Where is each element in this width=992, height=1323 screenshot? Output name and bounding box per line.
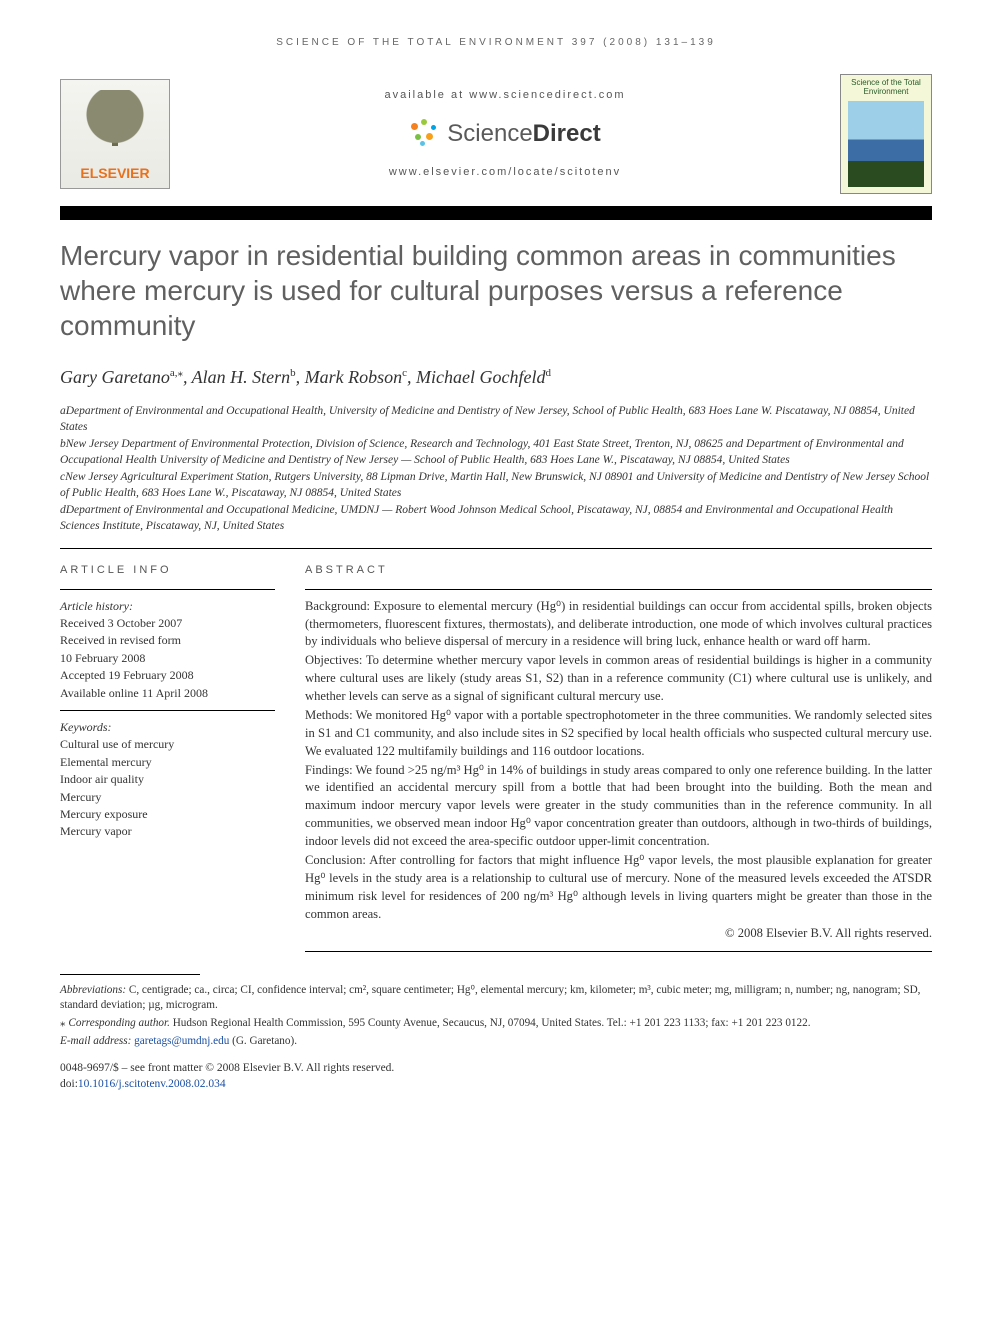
available-at-text: available at www.sciencedirect.com — [384, 88, 625, 103]
abstract-paragraph: Methods: We monitored Hg⁰ vapor with a p… — [305, 707, 932, 761]
header-center: available at www.sciencedirect.com Scien… — [384, 88, 625, 180]
author: Gary Garetanoa,⁎ — [60, 367, 183, 387]
history-line: Received 3 October 2007 — [60, 615, 275, 632]
history-line: Received in revised form — [60, 632, 275, 649]
author: Alan H. Sternb — [192, 367, 296, 387]
title-top-bar — [60, 206, 932, 220]
author: Mark Robsonc — [305, 367, 407, 387]
corresponding-author-footnote: ⁎ Corresponding author. Hudson Regional … — [60, 1016, 932, 1031]
affiliations: aDepartment of Environmental and Occupat… — [60, 404, 932, 534]
info-rule — [60, 589, 275, 590]
journal-cover-image — [848, 101, 924, 187]
email-label: E-mail address: — [60, 1035, 131, 1047]
keyword: Cultural use of mercury — [60, 736, 275, 753]
abstract-paragraph: Objectives: To determine whether mercury… — [305, 652, 932, 706]
corresponding-label: Corresponding author. — [66, 1017, 170, 1029]
keyword: Mercury exposure — [60, 806, 275, 823]
abstract-bottom-rule — [305, 951, 932, 952]
abstract-heading: ABSTRACT — [305, 563, 932, 578]
authors-line: Gary Garetanoa,⁎, Alan H. Sternb, Mark R… — [60, 365, 932, 390]
locate-url: www.elsevier.com/locate/scitotenv — [384, 165, 625, 180]
email-link[interactable]: garetags@umdnj.edu — [134, 1035, 229, 1047]
article-info-heading: ARTICLE INFO — [60, 563, 275, 578]
running-head: SCIENCE OF THE TOTAL ENVIRONMENT 397 (20… — [60, 36, 932, 50]
journal-cover-title: Science of the Total Environment — [841, 75, 931, 99]
sciencedirect-swirl-icon — [409, 119, 439, 149]
two-column-layout: ARTICLE INFO Article history: Received 3… — [60, 563, 932, 960]
elsevier-logo: ELSEVIER — [60, 79, 170, 189]
keyword: Indoor air quality — [60, 771, 275, 788]
sciencedirect-name: ScienceDirect — [447, 117, 600, 151]
abbreviations-label: Abbreviations: — [60, 984, 126, 996]
corresponding-text: Hudson Regional Health Commission, 595 C… — [170, 1017, 811, 1029]
keywords-label: Keywords: — [60, 719, 275, 736]
elsevier-tree-icon — [80, 90, 150, 160]
history-line: Accepted 19 February 2008 — [60, 667, 275, 684]
abstract-column: ABSTRACT Background: Exposure to element… — [305, 563, 932, 960]
issn-block: 0048-9697/$ – see front matter © 2008 El… — [60, 1060, 932, 1092]
affiliation: bNew Jersey Department of Environmental … — [60, 437, 932, 468]
abbreviations-footnote: Abbreviations: C, centigrade; ca., circa… — [60, 983, 932, 1013]
journal-cover: Science of the Total Environment — [840, 74, 932, 194]
article-info-column: ARTICLE INFO Article history: Received 3… — [60, 563, 275, 960]
keyword: Mercury — [60, 789, 275, 806]
keyword: Elemental mercury — [60, 754, 275, 771]
abbreviations-text: C, centigrade; ca., circa; CI, confidenc… — [60, 984, 920, 1011]
header-band: ELSEVIER available at www.sciencedirect.… — [60, 74, 932, 194]
affiliation: dDepartment of Environmental and Occupat… — [60, 503, 932, 534]
abstract-body: Background: Exposure to elemental mercur… — [305, 598, 932, 924]
abstract-paragraph: Conclusion: After controlling for factor… — [305, 852, 932, 924]
article-history: Article history: Received 3 October 2007… — [60, 598, 275, 702]
abstract-paragraph: Background: Exposure to elemental mercur… — [305, 598, 932, 652]
keywords-block: Keywords: Cultural use of mercuryElement… — [60, 719, 275, 841]
info-rule — [60, 710, 275, 711]
affiliation: cNew Jersey Agricultural Experiment Stat… — [60, 470, 932, 501]
abstract-rule — [305, 589, 932, 590]
email-footnote: E-mail address: garetags@umdnj.edu (G. G… — [60, 1034, 932, 1049]
doi-label: doi: — [60, 1078, 78, 1090]
keyword: Mercury vapor — [60, 823, 275, 840]
abstract-copyright: © 2008 Elsevier B.V. All rights reserved… — [305, 925, 932, 943]
divider-rule — [60, 548, 932, 549]
footnotes: Abbreviations: C, centigrade; ca., circa… — [60, 983, 932, 1049]
elsevier-logo-label: ELSEVIER — [80, 164, 149, 184]
article-title: Mercury vapor in residential building co… — [60, 238, 932, 343]
author: Michael Gochfeldd — [416, 367, 551, 387]
abstract-paragraph: Findings: We found >25 ng/m³ Hg⁰ in 14% … — [305, 762, 932, 851]
footnote-rule — [60, 974, 200, 975]
history-line: Available online 11 April 2008 — [60, 685, 275, 702]
doi-line: doi:10.1016/j.scitotenv.2008.02.034 — [60, 1076, 932, 1092]
email-paren: (G. Garetano). — [229, 1035, 297, 1047]
doi-link[interactable]: 10.1016/j.scitotenv.2008.02.034 — [78, 1078, 226, 1090]
history-line: 10 February 2008 — [60, 650, 275, 667]
affiliation: aDepartment of Environmental and Occupat… — [60, 404, 932, 435]
sciencedirect-logo: ScienceDirect — [409, 117, 600, 151]
issn-line: 0048-9697/$ – see front matter © 2008 El… — [60, 1060, 932, 1076]
article-history-label: Article history: — [60, 598, 275, 615]
